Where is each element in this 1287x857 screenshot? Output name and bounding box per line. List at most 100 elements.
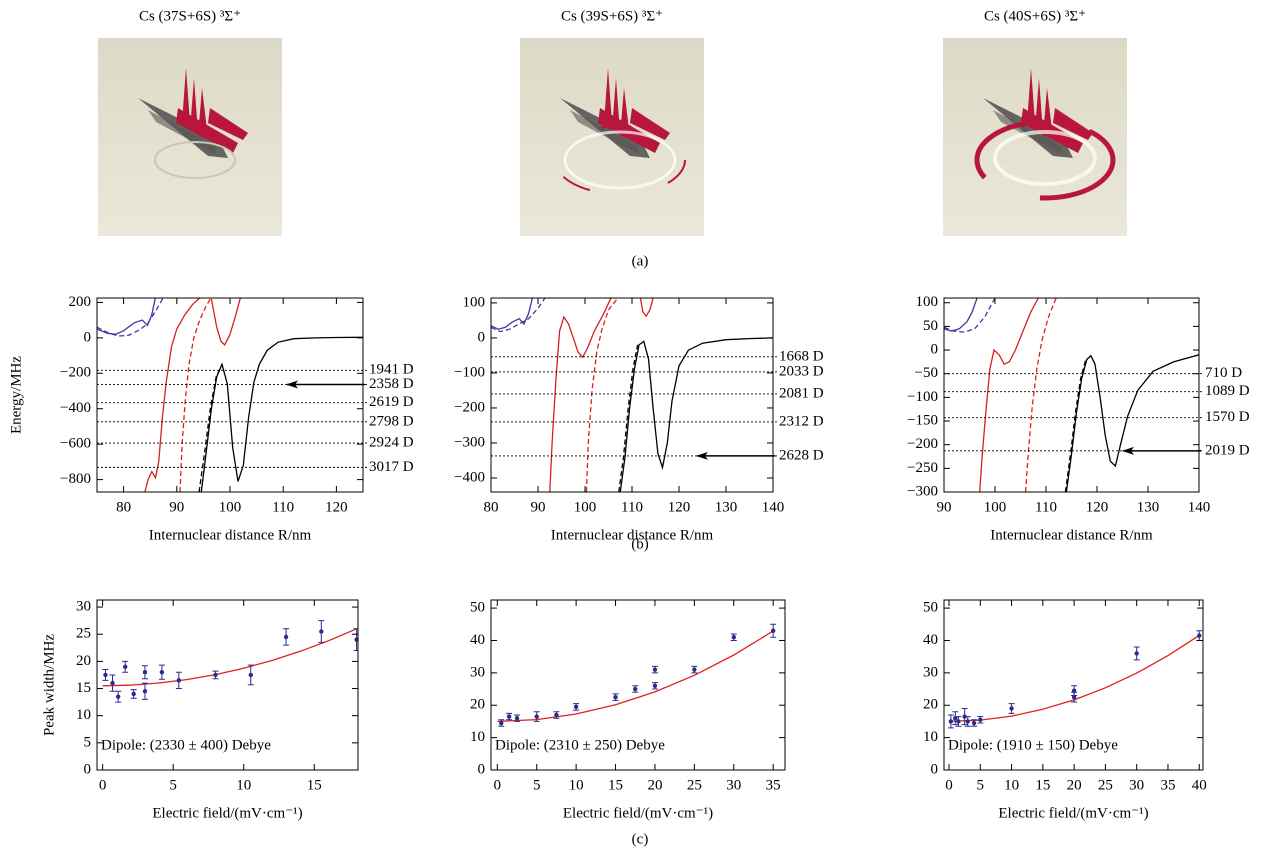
data-point	[499, 720, 504, 726]
data-point	[962, 714, 967, 719]
y-tick-label: 30	[470, 664, 485, 680]
y-tick-label: 20	[470, 697, 485, 713]
y-tick-label: 100	[916, 294, 939, 310]
x-tick-label: 10	[236, 777, 251, 793]
x-tick-label: 40	[1192, 777, 1207, 793]
molecule-image	[943, 38, 1127, 236]
x-tick-label: 140	[762, 499, 785, 515]
data-point	[142, 689, 148, 694]
y-tick-label: 15	[76, 680, 91, 696]
image-title: Cs (37S+6S) ³Σ⁺	[139, 8, 241, 24]
y-tick-label: 100	[463, 294, 486, 310]
x-tick-label: 100	[219, 499, 242, 515]
data-point	[652, 667, 658, 672]
data-point	[213, 672, 218, 678]
fit-curve	[102, 628, 357, 687]
y-tick-label: 50	[470, 600, 485, 616]
x-tick-label: 120	[1086, 499, 1109, 515]
y-tick-label: −600	[60, 436, 91, 452]
curve	[618, 344, 639, 492]
plot-frame	[943, 599, 1204, 771]
data-point	[948, 719, 954, 724]
y-axis-label: Peak width/MHz	[41, 634, 57, 736]
x-tick-label: 0	[99, 777, 107, 793]
data-point	[613, 694, 618, 700]
plot-area	[947, 630, 1203, 729]
chart: 90 100 110 120 130 140 100 50 0 −50 −100 −150 −200 −2…	[907, 294, 1250, 543]
x-tick-label: 90	[531, 499, 546, 515]
x-tick-label: 90	[169, 499, 184, 515]
plot-frame	[490, 599, 786, 771]
y-tick-label: 40	[470, 632, 485, 648]
annotation: Dipole: (2330 ± 400) Debye	[101, 737, 271, 753]
y-tick-label: 0	[931, 761, 939, 777]
curve	[144, 298, 201, 492]
curve	[1064, 359, 1087, 492]
level-label: 2619 D	[369, 394, 414, 410]
data-point	[573, 704, 579, 710]
data-point	[953, 715, 958, 721]
curve	[1024, 298, 1057, 492]
x-tick-label: 25	[687, 777, 702, 793]
data-point	[770, 628, 776, 633]
level-label: 2019 D	[1205, 442, 1250, 458]
x-tick-label: 100	[984, 499, 1007, 515]
y-tick-label: 0	[931, 341, 939, 357]
curve	[1065, 354, 1199, 492]
y-tick-label: −100	[454, 364, 485, 380]
y-axis-label: Energy/MHz	[8, 356, 24, 434]
level-label: 710 D	[1205, 365, 1242, 381]
x-tick-label: 0	[494, 777, 502, 793]
data-point	[354, 637, 358, 642]
y-tick-label: −800	[60, 471, 91, 487]
x-tick-label: 10	[569, 777, 584, 793]
x-tick-label: 15	[608, 777, 623, 793]
chart: 80 90 100 110 120 130 140 100 0 −100 −200 −300 −400 I…	[454, 294, 824, 543]
curve	[944, 298, 996, 333]
curve	[639, 298, 654, 318]
y-tick-label: 0	[478, 329, 486, 345]
panel-label: (b)	[631, 536, 649, 552]
curve	[97, 298, 164, 337]
x-axis-label: Internuclear distance R/nm	[149, 527, 312, 543]
x-tick-label: 90	[937, 499, 952, 515]
level-label: 2924 D	[369, 435, 414, 451]
fit-curve	[497, 630, 774, 723]
data-point	[633, 686, 638, 692]
curve	[200, 336, 363, 492]
y-tick-label: 50	[923, 318, 938, 334]
x-axis-label: Electric field/(mV·cm⁻¹)	[152, 805, 302, 821]
x-tick-label: 30	[1129, 777, 1144, 793]
y-tick-label: −200	[454, 399, 485, 415]
data-point	[283, 634, 289, 640]
y-tick-label: 200	[69, 294, 92, 310]
x-tick-label: 100	[574, 499, 597, 515]
chart: 0 5 10 15 20 25 30 35 40 0 10 20 30 40 50 Electric fiel…	[923, 599, 1207, 821]
x-tick-label: 25	[1098, 777, 1113, 793]
y-tick-label: −300	[454, 434, 485, 450]
level-label: 2081 D	[779, 385, 824, 401]
y-tick-label: 25	[76, 626, 91, 642]
x-tick-label: 0	[945, 777, 953, 793]
curve	[179, 298, 212, 492]
y-tick-label: −50	[915, 365, 938, 381]
x-tick-label: 140	[1188, 499, 1211, 515]
data-point	[1071, 694, 1077, 700]
data-point	[115, 694, 121, 699]
data-point	[142, 670, 148, 675]
x-tick-label: 110	[621, 499, 643, 515]
x-tick-label: 5	[533, 777, 541, 793]
data-point	[514, 715, 520, 721]
data-point	[248, 672, 253, 678]
y-tick-label: −250	[907, 460, 938, 476]
y-tick-label: 40	[923, 632, 938, 648]
y-tick-label: 30	[76, 598, 91, 614]
x-tick-label: 35	[1160, 777, 1175, 793]
panel-label: (c)	[632, 831, 649, 847]
x-tick-label: 120	[325, 499, 348, 515]
curve	[979, 298, 1039, 492]
x-axis-label: Internuclear distance R/nm	[551, 527, 714, 543]
level-label: 2798 D	[369, 413, 414, 429]
curve	[619, 337, 773, 492]
image-title: Cs (40S+6S) ³Σ⁺	[984, 8, 1086, 24]
